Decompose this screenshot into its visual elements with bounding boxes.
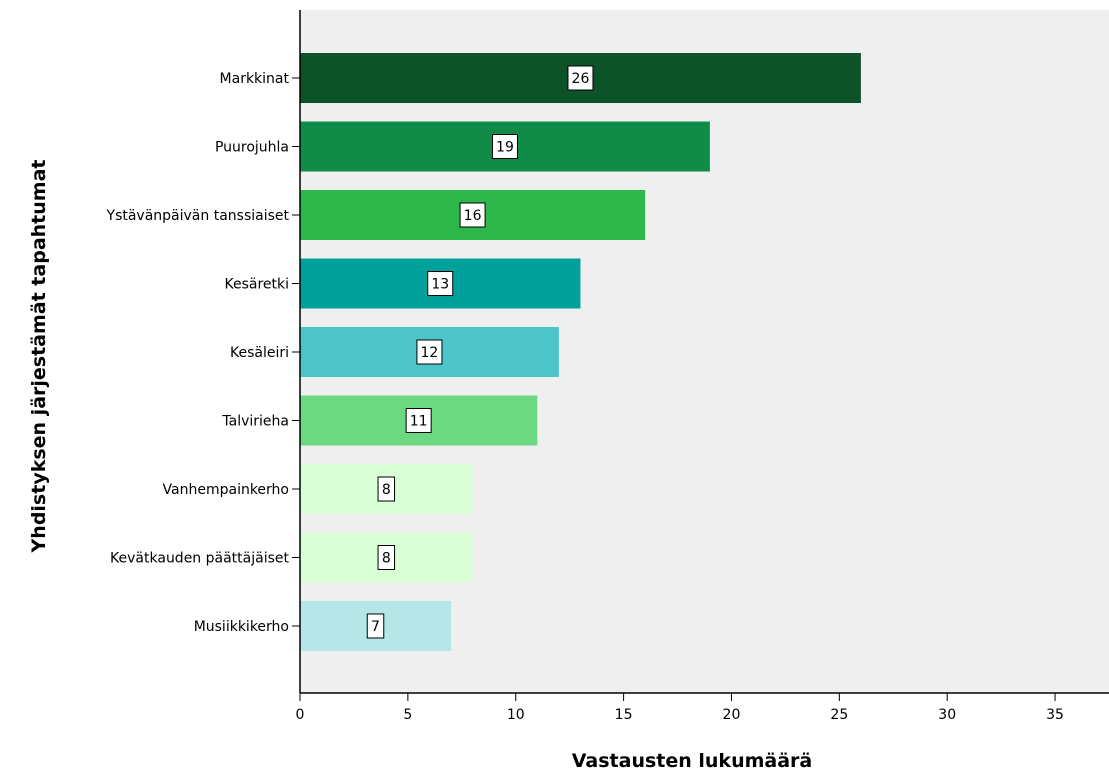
y-tick-label: Kesäretki [224,277,289,293]
x-tick-label: 0 [296,707,305,723]
data-label: 16 [464,208,482,224]
data-label: 12 [421,345,439,361]
data-label-box [427,271,454,296]
data-label: 11 [410,414,428,430]
data-label: 8 [382,482,391,498]
data-label-box [416,339,443,365]
data-label: 8 [382,551,391,567]
y-tick-label: Kevätkauden päättäjäiset [110,551,289,567]
x-tick-label: 35 [1046,707,1064,723]
data-label: 13 [431,277,449,293]
x-tick-label: 25 [830,707,848,723]
data-label-box [459,202,486,228]
data-label-box [377,545,396,570]
x-tick-label: 5 [403,707,412,723]
data-label-box [377,476,396,502]
x-axis: 0 5 10 15 20 25 30 35 [296,692,1109,723]
y-tick-label: Ystävänpäivän tanssiaiset [106,208,290,224]
y-tick-label: Kesäleiri [230,345,289,361]
y-axis: Markkinat Puurojuhla Ystävänpäivän tanssia… [106,10,301,693]
bars: 26 19 16 13 12 11 8 8 7 [300,53,861,651]
x-axis-title: Vastausten lukumäärä [572,750,812,772]
x-tick-label: 20 [723,707,741,723]
x-tick-label: 10 [507,707,525,723]
data-label-box [567,65,594,91]
y-tick-label: Talvirieha [221,414,289,430]
y-tick-label: Puurojuhla [215,140,289,156]
data-label: 7 [371,619,380,635]
data-label-box [491,134,518,159]
x-tick-label: 30 [938,707,956,723]
y-tick-label: Vanhempainkerho [163,482,289,498]
data-label: 26 [572,71,590,87]
data-label-box [405,408,432,433]
data-label-box [366,613,385,639]
x-tick-label: 15 [615,707,633,723]
y-tick-label: Musiikkikerho [194,619,289,635]
data-label: 19 [496,140,514,156]
y-tick-label: Markkinat [220,71,290,87]
y-axis-title: Yhdistyksen järjestämät tapahtumat [28,160,50,554]
